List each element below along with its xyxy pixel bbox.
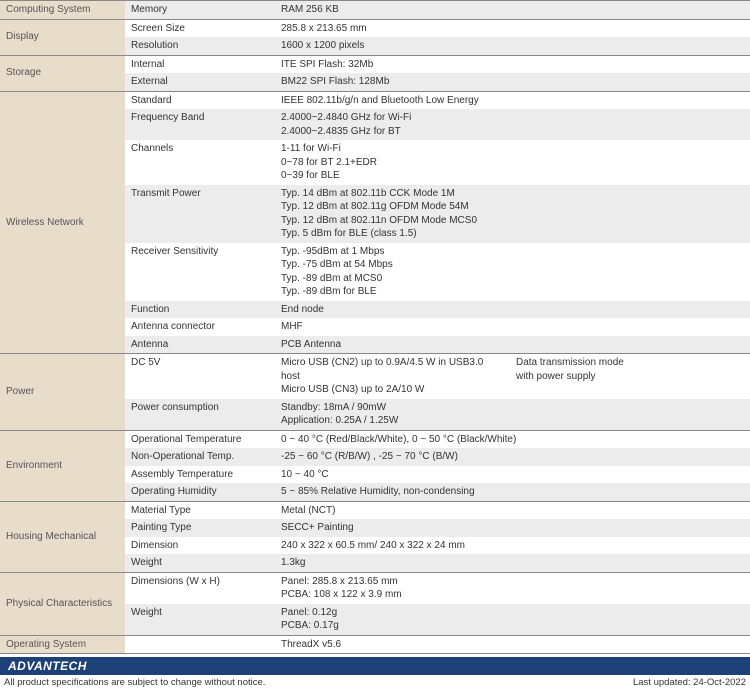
spec-attribute: Operating Humidity [125, 483, 275, 501]
spec-attribute: Antenna [125, 336, 275, 354]
spec-attribute: Painting Type [125, 519, 275, 537]
section-label: Physical Characteristics [0, 572, 125, 635]
spec-value: 1-11 for Wi-Fi 0~78 for BT 2.1+EDR 0~39 … [275, 140, 750, 185]
spec-value: 285.8 x 213.65 mm [275, 19, 750, 37]
spec-value: ThreadX v5.6 [275, 635, 750, 654]
section-label: Display [0, 19, 125, 55]
section-label: Storage [0, 55, 125, 91]
spec-attribute: Weight [125, 604, 275, 636]
spec-value: 1600 x 1200 pixels [275, 37, 750, 55]
spec-value: Metal (NCT) [275, 501, 750, 519]
spec-value: ITE SPI Flash: 32Mb [275, 55, 750, 73]
spec-attribute: Screen Size [125, 19, 275, 37]
spec-value: SECC+ Painting [275, 519, 750, 537]
footer-bar: ADVANTECH [0, 657, 750, 675]
section-label: Environment [0, 430, 125, 501]
spec-attribute: Dimension [125, 537, 275, 555]
spec-value: Standby: 18mA / 90mW Application: 0.25A … [275, 399, 750, 431]
spec-attribute: DC 5V [125, 354, 275, 399]
spec-attribute: Weight [125, 554, 275, 572]
brand-logo: ADVANTECH [0, 659, 95, 673]
spec-attribute: Material Type [125, 501, 275, 519]
spec-attribute: Channels [125, 140, 275, 185]
spec-value: Micro USB (CN2) up to 0.9A/4.5 W in USB3… [275, 354, 510, 399]
spec-attribute: Function [125, 301, 275, 319]
spec-attribute: Memory [125, 1, 275, 20]
spec-value: RAM 256 KB [275, 1, 750, 20]
spec-value: Panel: 285.8 x 213.65 mm PCBA: 108 x 122… [275, 572, 750, 604]
spec-value: End node [275, 301, 750, 319]
footer-row: All product specifications are subject t… [0, 675, 750, 694]
spec-value: 10 ~ 40 °C [275, 466, 750, 484]
section-label: Housing Mechanical [0, 501, 125, 572]
spec-value: Typ. 14 dBm at 802.11b CCK Mode 1M Typ. … [275, 185, 750, 243]
spec-attribute: Assembly Temperature [125, 466, 275, 484]
spec-attribute: Receiver Sensitivity [125, 243, 275, 301]
spec-table: Computing SystemMemoryRAM 256 KBDisplayS… [0, 0, 750, 654]
spec-attribute: External [125, 73, 275, 91]
spec-attribute: Resolution [125, 37, 275, 55]
spec-attribute: Transmit Power [125, 185, 275, 243]
spec-note: Data transmission mode with power supply [510, 354, 750, 399]
spec-value: 2.4000~2.4840 GHz for Wi-Fi 2.4000~2.483… [275, 109, 750, 140]
last-updated-text: Last updated: 24-Oct-2022 [633, 677, 746, 688]
section-label: Wireless Network [0, 91, 125, 354]
spec-attribute: Internal [125, 55, 275, 73]
spec-attribute: Operational Temperature [125, 430, 275, 448]
spec-value: 240 x 322 x 60.5 mm/ 240 x 322 x 24 mm [275, 537, 750, 555]
spec-value: BM22 SPI Flash: 128Mb [275, 73, 750, 91]
spec-attribute: Non-Operational Temp. [125, 448, 275, 466]
spec-attribute: Antenna connector [125, 318, 275, 336]
spec-attribute: Standard [125, 91, 275, 109]
spec-value: Typ. -95dBm at 1 Mbps Typ. -75 dBm at 54… [275, 243, 750, 301]
spec-attribute: Frequency Band [125, 109, 275, 140]
spec-value: -25 ~ 60 °C (R/B/W) , -25 ~ 70 °C (B/W) [275, 448, 750, 466]
spec-value: PCB Antenna [275, 336, 750, 354]
spec-attribute: Power consumption [125, 399, 275, 431]
section-label: Computing System [0, 1, 125, 20]
spec-value: 0 ~ 40 °C (Red/Black/White), 0 ~ 50 °C (… [275, 430, 750, 448]
spec-attribute [125, 635, 275, 654]
disclaimer-text: All product specifications are subject t… [4, 677, 265, 688]
spec-value: MHF [275, 318, 750, 336]
section-label: Power [0, 354, 125, 431]
spec-value: IEEE 802.11b/g/n and Bluetooth Low Energ… [275, 91, 750, 109]
section-label: Operating System [0, 635, 125, 654]
spec-value: Panel: 0.12g PCBA: 0.17g [275, 604, 750, 636]
spec-value: 1.3kg [275, 554, 750, 572]
spec-attribute: Dimensions (W x H) [125, 572, 275, 604]
spec-value: 5 ~ 85% Relative Humidity, non-condensin… [275, 483, 750, 501]
